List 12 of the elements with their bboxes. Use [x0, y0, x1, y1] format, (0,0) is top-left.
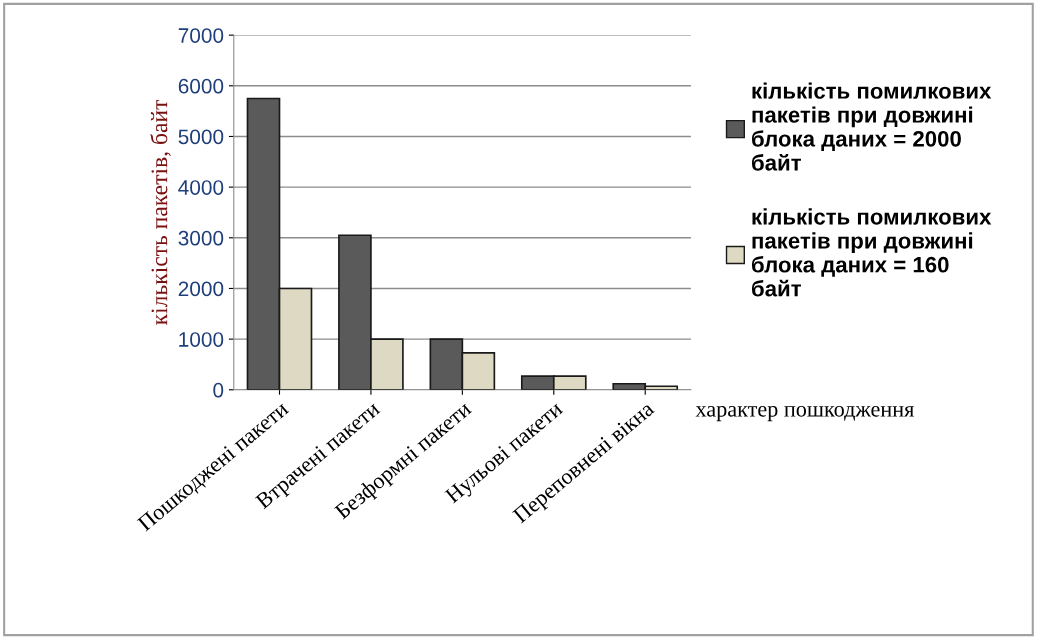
y-tick-label: 5000 [178, 129, 224, 145]
y-tick-label: 4000 [178, 180, 224, 195]
legend-label: кількість помилкових пакетів при довжині блока даних = 160 байт [751, 208, 992, 297]
y-tick-label: 2000 [178, 281, 224, 297]
y-tick-label: 3000 [178, 230, 224, 246]
y-tick-label: 6000 [178, 78, 224, 94]
legend-label: кількість помилкових пакетів при довжині блока даних = 2000 байт [751, 82, 992, 171]
x-axis-title: характер пошкодження [695, 405, 914, 422]
y-axis-title: кількість пакетів, байт [150, 99, 171, 325]
y-tick-label: 0 [213, 382, 224, 398]
y-tick-label: 1000 [179, 332, 224, 347]
y-tick-label: 7000 [178, 28, 224, 43]
